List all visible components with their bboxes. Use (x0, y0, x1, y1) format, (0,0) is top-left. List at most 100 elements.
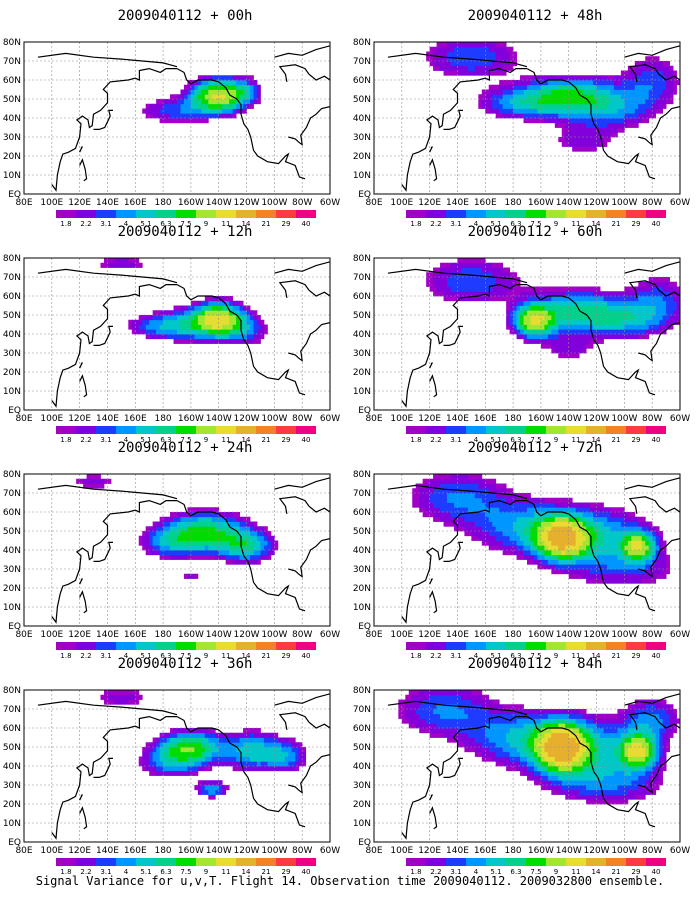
variance-cell (156, 99, 161, 105)
variance-cell (537, 286, 542, 292)
variance-cell (204, 305, 209, 311)
variance-cell (443, 478, 448, 484)
variance-cell (236, 305, 240, 311)
coastline (401, 67, 527, 192)
variance-cell (600, 113, 604, 119)
variance-cell (638, 103, 643, 109)
variance-cell (173, 742, 178, 748)
variance-cell (218, 103, 223, 109)
variance-cell (558, 94, 563, 100)
variance-cell (145, 315, 150, 321)
variance-cell (197, 103, 202, 109)
variance-cell (513, 737, 517, 743)
variance-cell (499, 756, 504, 762)
variance-cell (575, 324, 580, 330)
variance-cell (613, 516, 618, 522)
variance-cell (474, 690, 479, 696)
variance-cell (575, 315, 580, 321)
variance-cell (433, 728, 437, 734)
variance-cell (554, 108, 559, 114)
variance-cell (648, 573, 653, 579)
variance-cell (267, 550, 272, 556)
variance-cell (530, 315, 535, 321)
coastline (79, 374, 88, 398)
variance-cell (492, 70, 497, 76)
variance-cell (159, 329, 164, 335)
variance-cell (412, 497, 417, 503)
variance-cell (183, 573, 188, 579)
variance-cell (183, 315, 188, 321)
variance-cell (617, 310, 622, 316)
variance-cell (662, 89, 667, 95)
variance-cell (204, 334, 209, 340)
variance-cell (478, 474, 483, 480)
variance-cell (229, 296, 234, 302)
variance-cell (533, 775, 538, 781)
variance-cell (443, 690, 448, 696)
variance-cell (422, 507, 427, 513)
variance-cell (256, 329, 261, 335)
variance-cell (596, 99, 601, 105)
variance-cell (159, 766, 164, 772)
variance-cell (471, 61, 476, 67)
variance-cell (194, 315, 199, 321)
variance-cell (443, 516, 448, 522)
variance-cell (603, 141, 608, 147)
variance-cell (659, 315, 664, 321)
colorbar-label: 14 (592, 436, 601, 444)
variance-cell (617, 75, 622, 81)
variance-cell (478, 267, 483, 273)
variance-cell (634, 118, 639, 124)
variance-cell (236, 516, 240, 522)
variance-cell (208, 334, 213, 340)
variance-cell (606, 573, 611, 579)
variance-cell (218, 305, 223, 311)
variance-cell (547, 545, 552, 551)
variance-cell (558, 305, 563, 311)
variance-cell (201, 531, 206, 537)
variance-cell (159, 99, 164, 105)
coastline (274, 261, 330, 274)
variance-cell (478, 699, 483, 705)
variance-cell (565, 315, 570, 321)
variance-cell (544, 329, 549, 335)
variance-cell (641, 103, 646, 109)
variance-cell (197, 310, 202, 316)
variance-cell (603, 108, 608, 114)
variance-cell (260, 756, 265, 762)
variance-cell (582, 319, 587, 325)
variance-cell (641, 334, 646, 340)
variance-cell (464, 46, 469, 52)
gridlines (374, 42, 680, 194)
variance-cell (527, 108, 531, 114)
variance-cell (520, 516, 524, 522)
variance-cell (474, 751, 479, 757)
variance-cell (170, 770, 174, 776)
variance-cell (208, 554, 213, 560)
variance-cell (631, 334, 636, 340)
colorbar-swatch (406, 426, 426, 434)
variance-cell (533, 751, 538, 757)
variance-cell (156, 526, 161, 532)
variance-cell (256, 315, 261, 321)
variance-cell (447, 728, 451, 734)
variance-cell (180, 315, 185, 321)
variance-cell (460, 694, 465, 700)
coastline (51, 715, 177, 840)
variance-cell (565, 319, 570, 325)
lon-tick-label: 140W (556, 630, 582, 640)
variance-cell (582, 99, 587, 105)
variance-cell (551, 545, 556, 551)
variance-cell (485, 709, 490, 715)
variance-cell (204, 75, 209, 81)
lat-tick-label: 20N (3, 584, 21, 594)
coastline (51, 499, 177, 624)
variance-cell (291, 756, 296, 762)
variance-cell (520, 296, 524, 302)
variance-cell (457, 526, 462, 532)
variance-cell (617, 329, 622, 335)
variance-cell (523, 540, 528, 546)
variance-cell (433, 272, 437, 278)
variance-cell (474, 694, 479, 700)
variance-cell (666, 310, 670, 316)
